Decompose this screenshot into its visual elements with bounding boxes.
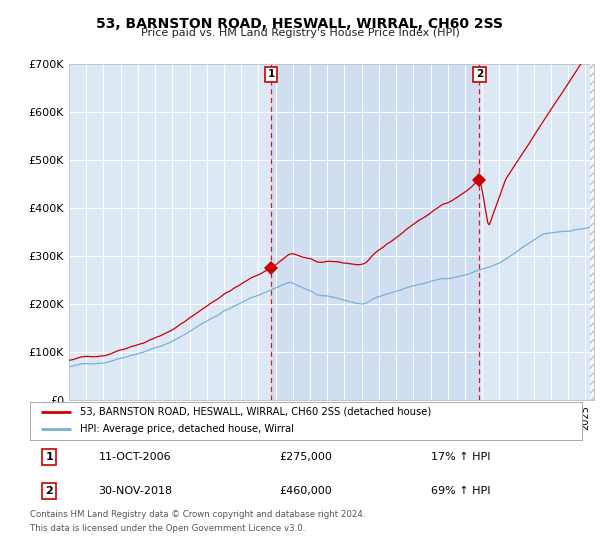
Text: 11-OCT-2006: 11-OCT-2006 [98,452,171,462]
Text: Contains HM Land Registry data © Crown copyright and database right 2024.: Contains HM Land Registry data © Crown c… [30,510,365,519]
Text: 1: 1 [46,452,53,462]
Text: HPI: Average price, detached house, Wirral: HPI: Average price, detached house, Wirr… [80,424,293,435]
Text: 69% ↑ HPI: 69% ↑ HPI [431,486,490,496]
Text: £460,000: £460,000 [280,486,332,496]
Text: Price paid vs. HM Land Registry's House Price Index (HPI): Price paid vs. HM Land Registry's House … [140,28,460,38]
Text: £275,000: £275,000 [280,452,332,462]
Text: 2: 2 [46,486,53,496]
Text: 53, BARNSTON ROAD, HESWALL, WIRRAL, CH60 2SS: 53, BARNSTON ROAD, HESWALL, WIRRAL, CH60… [97,17,503,31]
Text: 30-NOV-2018: 30-NOV-2018 [98,486,172,496]
Text: 53, BARNSTON ROAD, HESWALL, WIRRAL, CH60 2SS (detached house): 53, BARNSTON ROAD, HESWALL, WIRRAL, CH60… [80,407,431,417]
Text: 2: 2 [476,69,483,80]
Bar [271,64,479,400]
Text: This data is licensed under the Open Government Licence v3.0.: This data is licensed under the Open Gov… [30,524,305,533]
Text: 1: 1 [268,69,275,80]
Text: 17% ↑ HPI: 17% ↑ HPI [431,452,490,462]
